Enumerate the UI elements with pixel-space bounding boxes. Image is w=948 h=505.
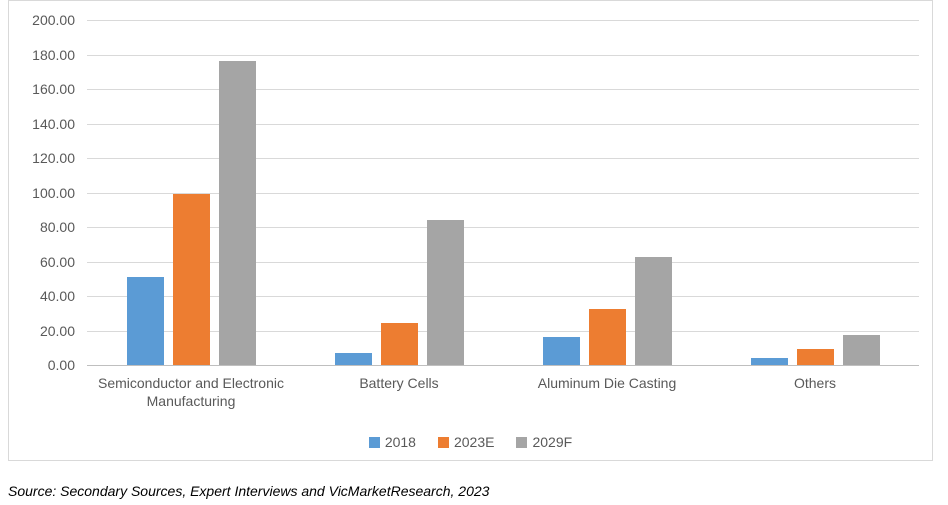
bar <box>427 220 464 365</box>
y-tick-label: 140.00 <box>32 116 75 132</box>
bar <box>635 257 672 365</box>
bar <box>751 358 788 365</box>
bar <box>843 335 880 365</box>
legend-label: 2018 <box>384 434 416 450</box>
y-tick-label: 40.00 <box>39 288 75 304</box>
y-tick-label: 80.00 <box>39 219 75 235</box>
bar <box>173 194 210 365</box>
bar <box>797 349 834 365</box>
y-tick-label: 120.00 <box>32 150 75 166</box>
x-category-label: Others <box>793 375 836 391</box>
chart-legend: 2018 2023E 2029F <box>9 431 932 453</box>
bar <box>589 309 626 365</box>
y-tick-label: 100.00 <box>32 185 75 201</box>
chart-frame: 0.00 20.00 40.00 60.00 80.00 100.00 120.00 140.… <box>8 0 933 461</box>
legend-item-2023e: 2023E <box>437 434 495 450</box>
legend-item-2018: 2018 <box>368 434 416 450</box>
gridline <box>87 262 919 263</box>
gridline <box>87 193 919 194</box>
legend-swatch-2029f <box>516 436 528 448</box>
gridline <box>87 296 919 297</box>
source-note: Source: Secondary Sources, Expert Interv… <box>8 483 490 499</box>
y-tick-label: 20.00 <box>39 323 75 339</box>
gridline <box>87 55 919 56</box>
x-axis-line <box>87 365 919 366</box>
gridline <box>87 331 919 332</box>
x-category-label: Battery Cells <box>359 375 439 391</box>
legend-swatch-2018 <box>368 436 380 448</box>
gridline <box>87 124 919 125</box>
y-tick-label: 60.00 <box>39 254 75 270</box>
bar <box>127 277 164 365</box>
bar <box>335 353 372 365</box>
bar <box>219 61 256 365</box>
legend-swatch-2023e <box>437 436 449 448</box>
x-category-label: Aluminum Die Casting <box>537 375 677 391</box>
gridline <box>87 158 919 159</box>
y-tick-label: 160.00 <box>32 81 75 97</box>
gridline <box>87 20 919 21</box>
legend-label: 2023E <box>453 434 495 450</box>
bar <box>381 323 418 365</box>
y-tick-label: 180.00 <box>32 47 75 63</box>
y-tick-label: 0.00 <box>47 357 75 373</box>
legend-item-2029f: 2029F <box>516 434 572 450</box>
gridline <box>87 89 919 90</box>
x-category-label: Semiconductor and Electronic Manufacturi… <box>98 375 284 410</box>
gridline <box>87 227 919 228</box>
y-tick-label: 200.00 <box>32 12 75 28</box>
legend-label: 2029F <box>532 434 573 450</box>
bar <box>543 337 580 365</box>
